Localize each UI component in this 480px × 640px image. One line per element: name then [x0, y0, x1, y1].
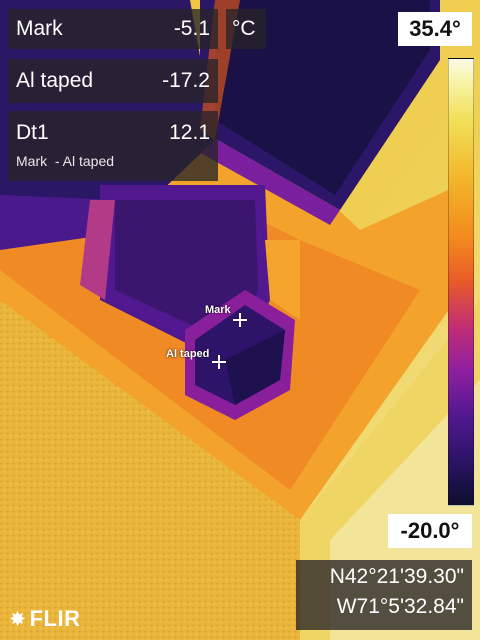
mark-value: -5.1 [173, 17, 210, 40]
mark-label: Mark [16, 17, 63, 40]
unit-badge: °C [226, 9, 266, 49]
gps-latitude: N42°21'39.30" [329, 565, 464, 588]
spot-al-taped-label: Al taped [166, 348, 210, 360]
flir-logo-text: FLIR [29, 606, 81, 631]
measurement-mark-row[interactable]: Mark -5.1 [8, 9, 218, 49]
scale-min-label[interactable]: -20.0° [388, 514, 472, 548]
al-taped-label: Al taped [16, 69, 94, 92]
spot-al-taped-crosshair[interactable] [212, 355, 226, 369]
flir-emblem-icon: ✸ [10, 608, 26, 629]
measurement-dt1-row[interactable]: Dt1 12.1 Mark - Al taped [8, 111, 218, 181]
color-scale-bar [448, 58, 474, 506]
gps-coordinates: N42°21'39.30" W71°5'32.84" [296, 560, 472, 630]
gps-longitude: W71°5'32.84" [336, 595, 464, 618]
dt1-label: Dt1 [16, 121, 49, 144]
al-taped-value: -17.2 [162, 69, 210, 92]
dt1-value: 12.1 [169, 121, 210, 144]
scale-max-label[interactable]: 35.4° [398, 12, 472, 46]
unit-label: °C [232, 17, 256, 40]
spot-mark-crosshair[interactable] [233, 313, 247, 327]
measurement-al-taped-row[interactable]: Al taped -17.2 [8, 59, 218, 103]
dt1-formula: Mark - Al taped [16, 153, 115, 169]
flir-logo: ✸ FLIR [10, 606, 80, 632]
spot-mark-label: Mark [205, 304, 231, 316]
